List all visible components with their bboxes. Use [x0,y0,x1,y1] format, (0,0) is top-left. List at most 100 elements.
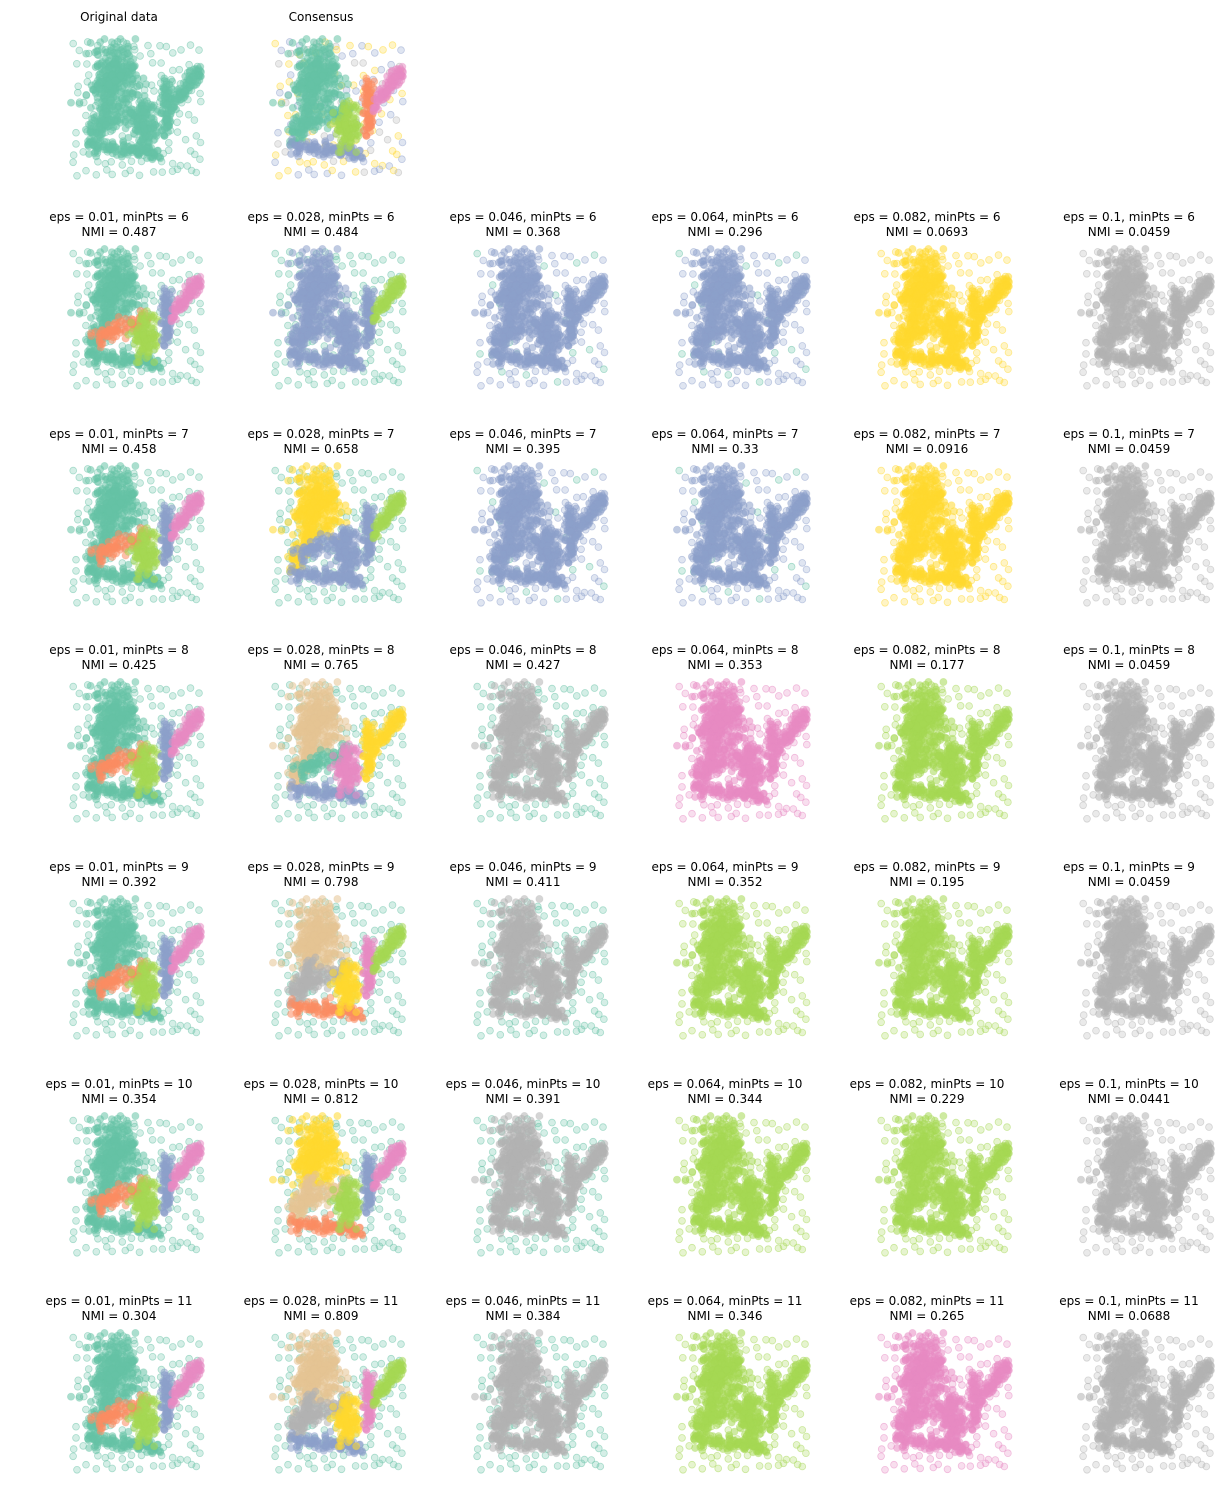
data-point [349,49,357,58]
data-point [271,249,279,258]
data-point [289,338,298,347]
data-point [112,252,121,261]
data-point [358,252,366,260]
data-point [304,166,313,174]
data-point [350,118,359,127]
data-point [102,376,111,384]
data-point [284,259,293,268]
data-point [397,256,405,264]
data-point [387,76,396,85]
data-point [158,168,167,177]
data-point [74,88,82,97]
scatter-plot [67,245,205,390]
data-point [104,142,113,151]
data-point [358,364,367,373]
data-point [86,248,95,257]
data-point [85,345,94,354]
data-point [100,35,109,43]
data-point [136,52,144,60]
data-point [86,38,95,47]
data-point [299,130,308,139]
data-point [375,328,383,337]
data-point [303,330,312,339]
data-point [490,313,499,322]
data-point [147,259,155,268]
data-point [168,159,177,168]
panel-nmi-label: NMI = 0.487 [24,225,214,240]
data-point [95,70,104,79]
data-point [162,92,171,101]
data-point [284,49,293,58]
data-point [131,245,140,253]
data-point [135,381,144,390]
data-point [491,338,500,347]
data-point [332,255,341,264]
data-point [132,148,141,157]
data-point [302,245,311,253]
data-point [82,376,90,385]
data-point [338,262,346,270]
data-point [173,296,182,305]
data-point [83,270,91,278]
data-point [554,297,562,305]
data-point [297,280,306,289]
data-point [333,245,342,253]
data-point [329,62,338,71]
data-point [337,171,346,180]
data-point [364,92,373,101]
data-point [588,320,597,329]
data-point [346,251,354,260]
data-point [551,259,559,268]
data-point [382,297,391,306]
data-point [337,381,346,390]
data-point [137,367,146,376]
data-point [107,96,116,105]
data-point [67,308,75,317]
data-point [82,166,90,175]
data-point [350,155,359,164]
data-point [84,281,93,289]
data-point [539,381,548,390]
data-point [491,332,500,341]
data-point [74,292,82,301]
panel-title: Original data [24,10,214,25]
data-point [185,286,194,295]
data-point [395,288,404,297]
data-point [277,99,286,108]
data-point [105,80,114,89]
data-point [114,103,123,112]
data-point [490,248,499,257]
data-point [72,140,80,148]
data-point [577,328,585,337]
data-point [183,372,192,380]
data-point [69,158,77,167]
data-point [127,108,136,117]
data-point [362,124,371,133]
data-point [82,111,90,120]
panel-r0-c2: eps = 0.046, minPts = 6 NMI = 0.368 [428,210,618,420]
data-point [328,166,336,175]
data-point [164,356,173,365]
data-point [269,308,277,317]
data-point [167,106,176,115]
data-point [73,59,81,68]
panel-title-line: eps = 0.028, minPts = 6 [226,210,416,225]
data-point [92,47,101,56]
data-point [107,158,115,166]
data-point [289,332,298,341]
data-point [180,297,189,306]
data-point [346,41,354,50]
data-point [111,76,120,85]
data-point [75,99,84,108]
data-point [82,259,91,268]
data-point [330,299,339,308]
data-point [94,123,103,132]
panel-consensus: Consensus [226,10,416,220]
data-point [299,340,308,349]
data-point [177,46,185,54]
data-point [329,318,338,327]
data-point [165,349,173,357]
data-point [196,299,204,308]
data-point [296,140,305,149]
data-point [271,368,279,377]
